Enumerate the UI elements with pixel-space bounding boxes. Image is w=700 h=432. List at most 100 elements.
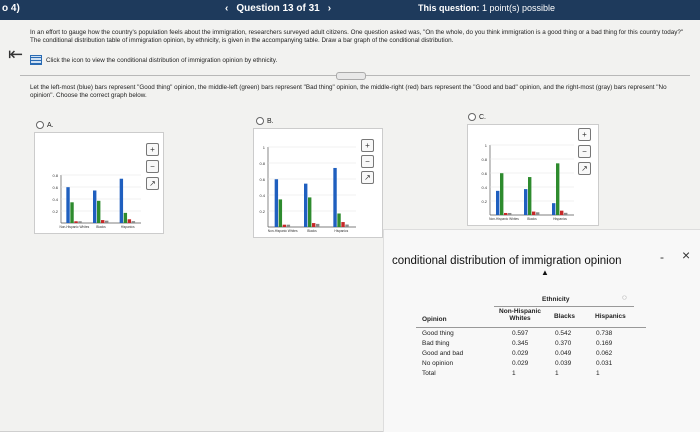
y-tick-label: 0.6	[481, 171, 487, 176]
close-icon[interactable]: ×	[682, 247, 691, 263]
zoom-in-icon[interactable]: +	[361, 139, 374, 152]
table-cell: 0.062	[596, 350, 613, 357]
table-cell: 0.029	[512, 350, 529, 357]
chart-a: 0.8 0.6 0.4 0.2 Non-Hispanic Whites Blacks His…	[34, 132, 164, 234]
minimize-icon[interactable]: -	[660, 250, 664, 264]
bar	[500, 173, 504, 215]
bar	[119, 178, 124, 223]
table-cell: 1	[555, 370, 559, 377]
y-tick-label: 1	[263, 145, 266, 150]
bar	[532, 211, 536, 215]
table-cell: 0.597	[512, 330, 529, 337]
bar	[278, 199, 283, 227]
zoom-out-icon[interactable]: −	[578, 145, 591, 158]
y-tick-label: 0.2	[481, 199, 487, 204]
bar	[131, 221, 136, 223]
x-tick-label: Hispanics	[334, 229, 348, 233]
option-c-label: C.	[479, 113, 486, 121]
info-icon[interactable]: ◌	[622, 293, 627, 302]
zoom-in-icon[interactable]: +	[146, 143, 159, 156]
table-cell: 0.345	[512, 340, 529, 347]
bar	[556, 163, 560, 215]
bar	[282, 224, 287, 227]
option-b[interactable]: B.	[256, 117, 274, 125]
table-cell: 0.031	[596, 360, 613, 367]
y-tick-label: 0.2	[259, 209, 265, 214]
table-cell: 0.370	[555, 340, 572, 347]
chart-c: 1 0.8 0.6 0.4 0.2 Non-Hispanic Whites Blacks Hi…	[467, 124, 599, 226]
chart-b: 1 0.8 0.6 0.4 0.2 Non-Hispanic Whites Blacks Hi…	[253, 128, 383, 238]
question-navigator: ‹ Question 13 of 31 ›	[225, 3, 331, 14]
y-tick-label: 0.6	[259, 177, 265, 182]
x-tick-label: Blacks	[527, 217, 537, 221]
option-b-radio[interactable]	[256, 117, 264, 125]
option-a-label: A.	[47, 121, 54, 129]
row-opinion-label: No opinion	[422, 360, 454, 367]
back-arrow-icon[interactable]: ⇤	[8, 44, 24, 64]
bar	[508, 212, 512, 215]
x-tick-label: Non-Hispanic Whites	[268, 229, 298, 233]
x-tick-label: Non-Hispanic Whites	[489, 217, 519, 221]
table-cell: 0.169	[596, 340, 613, 347]
option-a-radio[interactable]	[36, 121, 44, 129]
chart-a-svg: 0.8 0.6 0.4 0.2 Non-Hispanic Whites Blacks His…	[52, 173, 141, 229]
y-tick-label: 0.8	[259, 161, 265, 166]
popout-icon[interactable]: ↗	[578, 162, 591, 175]
option-b-label: B.	[267, 117, 274, 125]
col-blacks: Blacks	[554, 313, 575, 320]
table-icon-line: Click the icon to view the conditional d…	[30, 55, 277, 65]
previous-question-icon[interactable]: ‹	[225, 3, 229, 14]
zoom-out-icon[interactable]: −	[361, 155, 374, 168]
divider-handle[interactable]	[336, 72, 366, 80]
bar	[312, 223, 316, 227]
instructions-text: Let the left-most (blue) bars represent …	[30, 84, 667, 99]
table-cell: 0.039	[555, 360, 572, 367]
x-tick-label: Non-Hispanic Whites	[59, 225, 89, 229]
question-label: Question 13 of 31	[236, 3, 320, 14]
question-content: ⇤ In an effort to gauge how the country'…	[0, 20, 700, 431]
bar	[105, 220, 109, 223]
bar	[316, 223, 320, 227]
row-opinion-label: Bad thing	[422, 340, 450, 347]
popout-icon[interactable]: ↗	[146, 177, 159, 190]
bar	[274, 179, 279, 227]
x-tick-label: Blacks	[96, 225, 106, 229]
y-tick-label: 0.8	[52, 173, 58, 178]
table-cell: 0.049	[555, 350, 572, 357]
popout-icon[interactable]: ↗	[361, 171, 374, 184]
table-cell: 1	[512, 370, 516, 377]
bar	[552, 203, 556, 215]
bar	[286, 224, 291, 227]
zoom-out-icon[interactable]: −	[146, 160, 159, 173]
bar	[528, 177, 532, 215]
bar	[127, 219, 132, 223]
bar	[560, 210, 564, 215]
x-tick-label: Hispanics	[121, 225, 135, 229]
table-cell: 0.542	[555, 330, 572, 337]
body-rule	[416, 327, 646, 328]
col-whites: Non-Hispanic Whites	[499, 308, 541, 322]
top-left-text: o 4)	[2, 3, 20, 14]
table-icon[interactable]	[30, 55, 42, 65]
zoom-in-icon[interactable]: +	[578, 128, 591, 141]
next-question-icon[interactable]: ›	[327, 3, 332, 14]
chart-b-svg: 1 0.8 0.6 0.4 0.2 Non-Hispanic Whites Blacks Hi…	[259, 145, 356, 233]
bar	[78, 221, 82, 223]
option-c-radio[interactable]	[468, 113, 476, 121]
y-tick-label: 0.4	[52, 197, 58, 202]
bar	[337, 213, 341, 227]
header-rule	[494, 306, 634, 307]
bar	[345, 224, 349, 227]
y-tick-label: 0.4	[259, 193, 265, 198]
bar	[341, 222, 345, 227]
bar	[308, 197, 312, 227]
option-a[interactable]: A.	[36, 121, 54, 129]
question-text: In an effort to gauge how the country's …	[30, 29, 684, 44]
option-c[interactable]: C.	[468, 113, 486, 121]
mouse-cursor-icon: ▲	[541, 268, 549, 277]
bar	[101, 220, 105, 223]
bar	[74, 221, 78, 223]
y-tick-label: 0.8	[481, 157, 487, 162]
table-icon-text: Click the icon to view the conditional d…	[46, 56, 278, 64]
popup-title: conditional distribution of immigration …	[392, 255, 622, 267]
